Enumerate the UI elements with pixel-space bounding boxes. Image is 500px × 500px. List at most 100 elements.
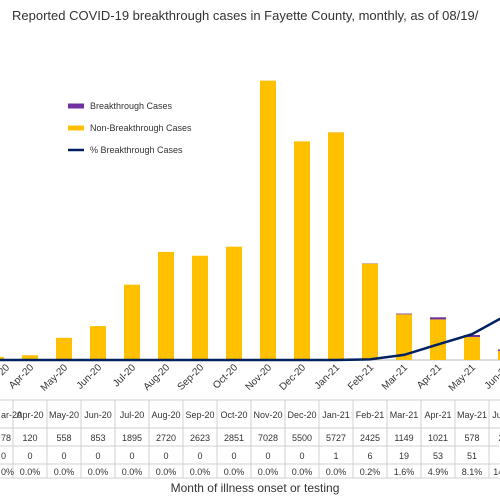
table-cell: 578: [464, 433, 479, 443]
table-cell: 0.2%: [360, 467, 381, 477]
table-cell: 0: [95, 451, 100, 461]
bar: [396, 314, 412, 360]
bar: [498, 350, 500, 360]
table-header: Sep-20: [185, 410, 214, 420]
bar: [464, 334, 480, 338]
x-tick-label: Jun-20: [75, 362, 105, 392]
bar: [498, 349, 500, 351]
table-cell: 14.0%: [493, 467, 500, 477]
bar: [192, 255, 208, 360]
legend-label: Breakthrough Cases: [90, 101, 173, 111]
table-header: May-21: [457, 410, 487, 420]
table-header: ar-20: [1, 410, 22, 420]
bar: [22, 355, 38, 360]
chart-title: Reported COVID-19 breakthrough cases in …: [12, 8, 479, 23]
table-cell: 228: [498, 433, 500, 443]
table-cell: 2720: [156, 433, 176, 443]
bar: [464, 337, 480, 360]
table-cell: 0: [197, 451, 202, 461]
table-cell: 558: [56, 433, 71, 443]
table-header: May-20: [49, 410, 79, 420]
table-cell: 2623: [190, 433, 210, 443]
x-tick-label: Feb-21: [346, 362, 376, 392]
table-header: Aug-20: [151, 410, 180, 420]
table-header: Jun-20: [84, 410, 112, 420]
bar: [294, 141, 310, 360]
table-cell: 1895: [122, 433, 142, 443]
table-cell: 1.6%: [394, 467, 415, 477]
table-cell: 4.9%: [428, 467, 449, 477]
table-cell: 0.0%: [20, 467, 41, 477]
bar: [158, 251, 174, 360]
table-cell: 0.0%: [292, 467, 313, 477]
table-cell: 0: [1, 451, 6, 461]
x-tick-label: Jan-21: [313, 362, 343, 392]
table-cell: 0.0%: [258, 467, 279, 477]
table-cell: 0.0%: [190, 467, 211, 477]
table-cell: 0.0%: [156, 467, 177, 477]
x-tick-label: Dec-20: [278, 362, 309, 393]
bar: [56, 337, 72, 360]
table-cell: 0: [61, 451, 66, 461]
table-cell: 5727: [326, 433, 346, 443]
x-tick-label: Apr-21: [415, 362, 444, 391]
table-cell: 0: [299, 451, 304, 461]
table-header: Dec-20: [287, 410, 316, 420]
x-tick-label: Aug-20: [142, 362, 173, 393]
legend-label: Non-Breakthrough Cases: [90, 123, 192, 133]
table-cell: 0: [129, 451, 134, 461]
x-axis-title: Month of illness onset or testing: [171, 481, 340, 495]
table-header: Oct-20: [220, 410, 247, 420]
bar: [362, 263, 378, 360]
table-header: Mar-21: [390, 410, 419, 420]
table-cell: 0: [27, 451, 32, 461]
legend-label: % Breakthrough Cases: [90, 145, 183, 155]
table-cell: 0: [231, 451, 236, 461]
table-cell: 0.0%: [54, 467, 75, 477]
table-header: Jul-20: [120, 410, 145, 420]
bar: [260, 80, 276, 361]
bar: [124, 284, 140, 360]
table-cell: 0.0%: [224, 467, 245, 477]
table-cell: 8.1%: [462, 467, 483, 477]
table-cell: 6: [367, 451, 372, 461]
table-header: Apr-21: [424, 410, 451, 420]
x-tick-label: Jul-20: [111, 362, 138, 389]
table-cell: 5500: [292, 433, 312, 443]
table-cell: 0.0%: [88, 467, 109, 477]
x-tick-label: Oct-20: [211, 362, 240, 391]
table-header: Apr-20: [16, 410, 43, 420]
table-cell: 1021: [428, 433, 448, 443]
x-tick-label: Nov-20: [244, 362, 275, 393]
table-header: Nov-20: [253, 410, 282, 420]
table-cell: 1: [333, 451, 338, 461]
table-cell: 2851: [224, 433, 244, 443]
table-header: Jan-21: [322, 410, 350, 420]
table-cell: 853: [90, 433, 105, 443]
table-cell: 120: [22, 433, 37, 443]
table-cell: 19: [399, 451, 409, 461]
bar: [0, 356, 4, 360]
x-tick-label: Mar-21: [380, 362, 410, 392]
table-cell: 0: [265, 451, 270, 461]
table-cell: 0%: [1, 467, 14, 477]
bar: [90, 326, 106, 360]
table-cell: 0.0%: [122, 467, 143, 477]
x-tick-label: Jun-21: [483, 362, 500, 392]
x-tick-label: May-20: [39, 362, 71, 394]
bar: [430, 317, 446, 320]
table-cell: 7028: [258, 433, 278, 443]
table-cell: 1149: [394, 433, 413, 443]
bar: [226, 246, 242, 360]
table-header: Feb-21: [356, 410, 385, 420]
table-header: Jun-21: [492, 410, 500, 420]
table-cell: 2425: [360, 433, 380, 443]
bar: [396, 313, 412, 315]
bar: [328, 132, 344, 360]
table-cell: 78: [1, 433, 11, 443]
x-tick-label: May-21: [447, 362, 479, 394]
table-cell: 53: [433, 451, 443, 461]
bar: [430, 319, 446, 360]
table-cell: 51: [467, 451, 477, 461]
